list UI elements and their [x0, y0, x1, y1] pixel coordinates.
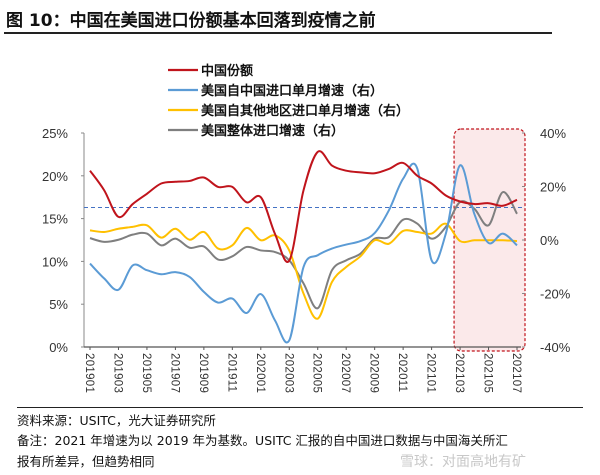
right-tick-label: -20% — [540, 287, 571, 302]
left-tick-label: 5% — [49, 297, 68, 312]
figure-title: 图 10：中国在美国进口份额基本回落到疫情之前 — [6, 11, 376, 31]
legend-label: 中国份额 — [201, 63, 253, 79]
left-tick-label: 20% — [42, 169, 68, 184]
x-tick-label: 202103 — [453, 353, 465, 393]
x-tick-label: 201911 — [225, 353, 237, 392]
series-line-0 — [89, 150, 518, 263]
legend-label: 美国自中国进口单月增速（右） — [201, 83, 383, 99]
right-tick-label: 40% — [540, 126, 566, 141]
series-line-3 — [89, 191, 518, 310]
line-chart: 0% 5% 10% 15% 20% 25% -40% -20% 0% 20% 40% 201901 20… — [42, 63, 571, 393]
x-tick-label: 202101 — [425, 353, 437, 393]
x-tick-label: 201901 — [83, 353, 95, 393]
note-line-1: 备注：2021 年增速为以 2019 年为基数。USITC 汇报的自中国进口数据… — [17, 433, 508, 448]
legend-label: 美国整体进口增速（右） — [201, 123, 344, 139]
legend-label: 美国自其他地区进口单月增速（右） — [201, 103, 409, 119]
right-tick-label: 0% — [540, 233, 559, 248]
x-tick-label: 202005 — [311, 353, 323, 393]
watermark: 雪球：对面高地有矿 — [400, 454, 526, 470]
x-tick-label: 202001 — [254, 353, 266, 393]
right-tick-label: -40% — [540, 340, 571, 355]
source-text: 资料来源：USITC，光大证券研究所 — [17, 413, 216, 428]
x-tick-label: 201907 — [168, 353, 180, 393]
x-tick-label: 202105 — [482, 353, 494, 393]
x-tick-label: 202009 — [368, 353, 380, 393]
x-tick-label: 202007 — [339, 353, 351, 393]
x-tick-label: 202107 — [510, 353, 522, 393]
x-tick-label: 202003 — [282, 353, 294, 393]
note-line-2: 报有所差异，但趋势相同 — [17, 454, 155, 469]
left-tick-label: 25% — [42, 126, 68, 141]
right-tick-label: 20% — [540, 180, 566, 195]
left-tick-label: 0% — [49, 340, 68, 355]
x-tick-label: 201903 — [111, 353, 123, 393]
left-tick-label: 15% — [42, 212, 68, 227]
series-line-1 — [89, 162, 518, 344]
bottom-divider — [17, 407, 583, 408]
series-line-2 — [89, 222, 518, 320]
left-tick-label: 10% — [42, 254, 68, 269]
x-tick-label: 201909 — [197, 353, 209, 393]
x-tick-label: 202011 — [396, 353, 408, 392]
x-tick-label: 201905 — [140, 353, 152, 393]
title-divider — [4, 32, 552, 34]
